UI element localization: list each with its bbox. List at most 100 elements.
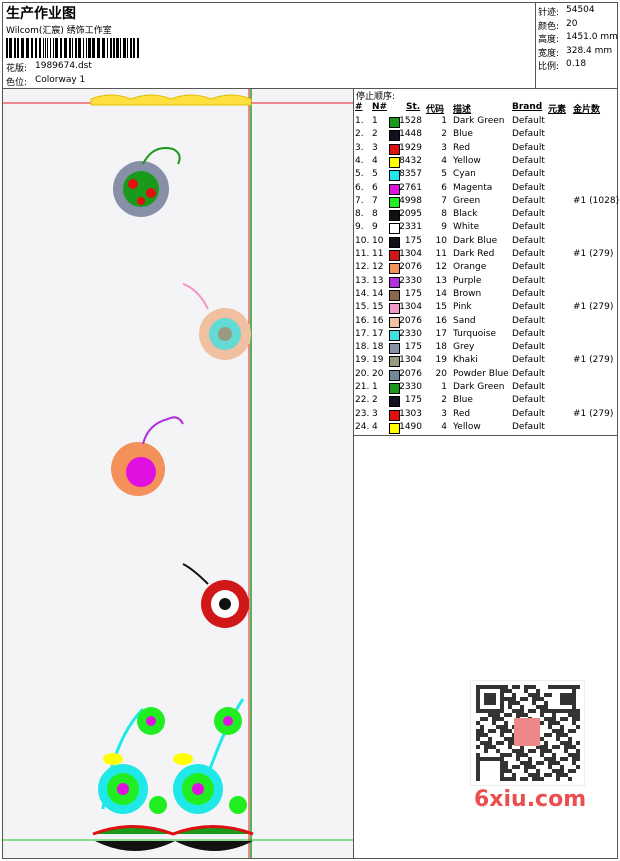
- qr-module: [492, 713, 496, 717]
- qr-module: [544, 705, 548, 709]
- barcode-bar: [43, 38, 44, 58]
- qr-module: [520, 753, 524, 757]
- brand: Default: [512, 382, 545, 392]
- qr-module: [500, 701, 504, 705]
- brand: Default: [512, 421, 545, 432]
- qr-module: [492, 757, 496, 761]
- qr-module: [484, 685, 488, 689]
- description: Blue: [453, 129, 473, 140]
- barcode-bar: [127, 38, 128, 58]
- qr-module: [504, 689, 508, 693]
- needle: 11: [372, 249, 384, 259]
- qr-module: [572, 685, 576, 689]
- stitches: 2330: [399, 275, 422, 286]
- stitches: 2331: [399, 222, 422, 233]
- qr-module: [500, 697, 504, 701]
- qr-module: [476, 709, 480, 713]
- color-swatch: [389, 130, 400, 142]
- barcode-bar: [45, 38, 46, 58]
- qr-module: [536, 761, 540, 765]
- qr-module: [492, 693, 496, 697]
- barcode-bar: [31, 38, 33, 58]
- description: Turquoise: [453, 328, 497, 339]
- qr-module: [520, 709, 524, 713]
- qr-module: [496, 717, 500, 721]
- qr-module: [548, 733, 552, 737]
- barcode-bar: [55, 38, 58, 58]
- scallop-top: [90, 94, 252, 106]
- color-swatch: [389, 409, 400, 421]
- qr-module: [500, 685, 504, 689]
- row-number: 12.: [355, 262, 370, 273]
- qr-module: [476, 689, 480, 693]
- qr-module: [480, 685, 484, 689]
- qr-module: [560, 709, 564, 713]
- qr-module: [500, 761, 504, 765]
- qr-module: [540, 761, 544, 765]
- color-swatch: [389, 383, 400, 394]
- qr-module: [512, 709, 516, 713]
- qr-module: [568, 709, 572, 713]
- brand: Default: [512, 395, 545, 406]
- qr-module: [564, 773, 568, 777]
- code: 9: [441, 222, 447, 233]
- qr-module: [520, 697, 524, 701]
- qr-module: [476, 753, 480, 757]
- qr-module: [548, 717, 552, 721]
- qr-module: [548, 765, 552, 769]
- row-number: 10.: [355, 235, 370, 246]
- studio: Wilcom(汇宸) 绣饰工作室: [6, 26, 112, 36]
- barcode-bar: [6, 38, 8, 58]
- stitches: 175: [404, 235, 422, 246]
- column-header: 代码: [426, 105, 445, 115]
- qr-module: [512, 749, 516, 753]
- barcode-bar: [88, 38, 91, 58]
- qr-module: [504, 729, 508, 733]
- row-number: 11.: [355, 249, 370, 259]
- qr-module: [560, 757, 564, 761]
- qr-module: [516, 757, 520, 761]
- color-swatch: [389, 316, 400, 328]
- qr-module: [556, 773, 560, 777]
- qr-module: [552, 761, 556, 765]
- stat-value: 0.18: [566, 59, 587, 69]
- qr-module: [488, 697, 492, 701]
- qr-module: [572, 729, 576, 733]
- qr-module: [560, 773, 564, 777]
- qr-module: [500, 709, 504, 713]
- barcode-bar: [26, 38, 29, 58]
- qr-module: [568, 693, 572, 697]
- barcode-bar: [64, 38, 67, 58]
- qr-module: [548, 685, 552, 689]
- qr-module: [476, 705, 480, 709]
- qr-module: [520, 777, 524, 781]
- qr-module: [480, 741, 484, 745]
- qr-module: [560, 685, 564, 689]
- qr-module: [564, 709, 568, 713]
- description: Dark Green: [453, 116, 505, 126]
- stitches: 1490: [399, 421, 422, 432]
- barcode-bar: [50, 38, 51, 58]
- qr-module: [528, 757, 532, 761]
- stat-label: 针迹:: [538, 8, 560, 18]
- qr-module: [572, 717, 576, 721]
- qr-module: [508, 753, 512, 757]
- qr-module: [504, 737, 508, 741]
- qr-module: [572, 693, 576, 697]
- qr-module: [560, 765, 564, 769]
- code: 14: [435, 288, 447, 299]
- qr-module: [564, 757, 568, 761]
- qr-module: [572, 705, 576, 709]
- qr-module: [484, 749, 488, 753]
- brand: Default: [512, 209, 545, 220]
- qr-module: [500, 705, 504, 709]
- stitches: 2095: [399, 209, 422, 220]
- qr-module: [512, 697, 516, 701]
- qr-module: [552, 685, 556, 689]
- brand: Default: [512, 408, 545, 419]
- qr-module: [540, 697, 544, 701]
- qr-module: [576, 741, 580, 745]
- qr-module: [484, 693, 488, 697]
- qr-module: [540, 709, 544, 713]
- qr-module: [536, 745, 540, 749]
